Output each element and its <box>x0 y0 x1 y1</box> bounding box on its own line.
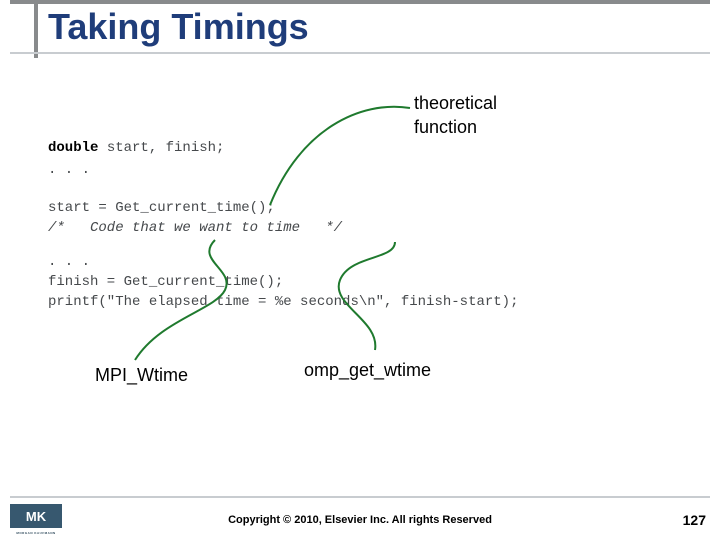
page-number: 127 <box>683 512 706 528</box>
slide-title: Taking Timings <box>48 6 309 48</box>
title-rule-top <box>10 0 710 4</box>
theoretical-label-line2: function <box>414 116 477 139</box>
code-line-5: . . . <box>48 254 90 270</box>
code-line-2: . . . <box>48 162 90 178</box>
mpi-wtime-label: MPI_Wtime <box>95 365 188 386</box>
code-line-4-comment: /* Code that we want to time */ <box>48 220 342 236</box>
code-keyword-double: double <box>48 140 98 156</box>
code-comment: /* Code that we want to time */ <box>48 220 342 236</box>
title-rule-bottom <box>10 52 710 54</box>
code-line-7: printf("The elapsed time = %e seconds\n"… <box>48 294 518 310</box>
code-line-6: finish = Get_current_time(); <box>48 274 283 290</box>
copyright-text: Copyright © 2010, Elsevier Inc. All righ… <box>0 514 720 526</box>
footer-rule <box>10 496 710 498</box>
code-line-1-rest: start, finish; <box>98 140 224 156</box>
code-line-1: double start, finish; <box>48 140 224 156</box>
connector-lines <box>0 0 720 540</box>
code-line-3: start = Get_current_time(); <box>48 200 275 216</box>
theoretical-label-line1: theoretical <box>414 92 497 115</box>
logo-subtext: MORGAN KAUFMANN <box>16 531 55 535</box>
title-rule-vertical <box>34 0 38 58</box>
footer: MK MORGAN KAUFMANN Copyright © 2010, Els… <box>0 496 720 540</box>
theory-connector-line <box>270 107 410 205</box>
omp-get-wtime-label: omp_get_wtime <box>304 360 431 381</box>
